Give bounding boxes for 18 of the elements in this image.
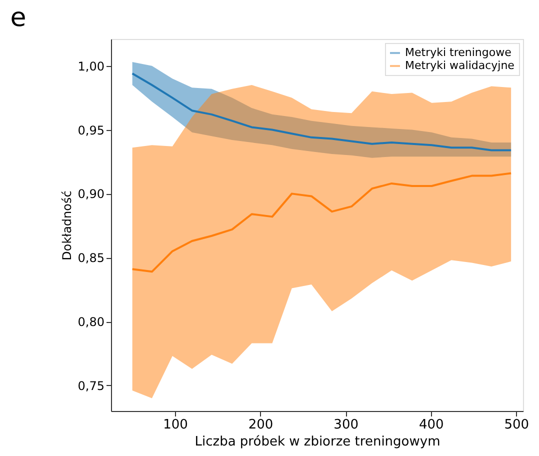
y-axis-title: Dokładność xyxy=(60,190,74,260)
y-tick-label: 0,75 xyxy=(78,378,104,393)
chart-title: e xyxy=(10,3,26,33)
legend-label: Metryki treningowe xyxy=(405,46,512,59)
line-series xyxy=(131,172,512,273)
y-tick-label: 1,00 xyxy=(78,59,104,74)
x-axis-title: Liczba próbek w zbiorze treningowym xyxy=(194,434,440,450)
x-tick-label: 200 xyxy=(248,418,274,432)
x-tick-label: 400 xyxy=(418,418,444,432)
y-tick-label: 0,95 xyxy=(78,123,104,138)
y-tick-label: 0,90 xyxy=(78,187,104,202)
x-tick-label: 100 xyxy=(163,418,188,432)
legend-label: Metryki walidacyjne xyxy=(405,59,515,72)
y-tick-label: 0,80 xyxy=(78,315,104,330)
x-tick-label: 300 xyxy=(334,418,358,432)
x-tick-label: 500 xyxy=(504,418,530,432)
y-tick-label: 0,85 xyxy=(78,251,104,266)
line-series xyxy=(131,72,512,152)
